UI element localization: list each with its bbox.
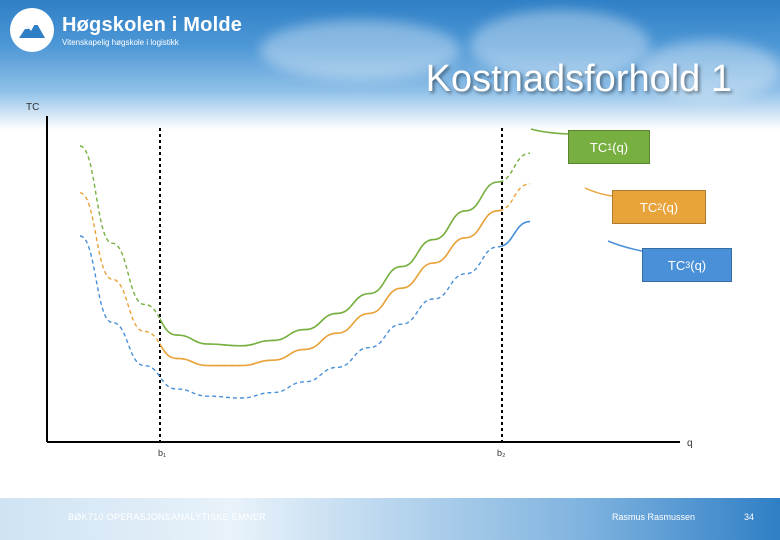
footer-course: BØK710 OPERASJONSANALYTISKE EMNER <box>68 512 266 522</box>
legend-leader-line-2 <box>584 187 613 197</box>
legend-leader-line-3 <box>607 240 643 252</box>
series-3-dashed-line <box>79 220 531 399</box>
legend-tc3-tail: (q) <box>690 257 707 273</box>
cloud-decoration <box>470 10 650 80</box>
legend-tc3: TC 3 (q) <box>642 248 732 282</box>
legend-tc2-sub: 2 <box>657 202 663 212</box>
logo-subtitle: Vitenskapelig høgskole i logistikk <box>62 37 179 47</box>
legend-tc1-tail: (q) <box>612 139 629 155</box>
mountain-logo-icon <box>10 8 54 52</box>
legend-tc1: TC 1 (q) <box>568 130 650 164</box>
school-logo: Høgskolen i Molde Vitenskapelig høgskole… <box>10 8 242 52</box>
footer-author: Rasmus Rasmussen <box>612 512 696 522</box>
tick-label-b1: b₁ <box>158 448 167 458</box>
series-1-dashed-line <box>79 145 531 347</box>
footer-band <box>0 498 780 540</box>
legend-tc3-main: TC <box>667 257 686 273</box>
header-background <box>0 0 780 130</box>
legend-tc1-sub: 1 <box>607 142 613 152</box>
tick-label-b2: b₂ <box>497 448 506 458</box>
page-number: 34 <box>744 512 755 522</box>
legend-tc2-main: TC <box>639 199 658 215</box>
cloud-decoration <box>260 20 460 80</box>
y-axis-label: TC <box>26 102 40 113</box>
legend-tc2-tail: (q) <box>662 199 679 215</box>
x-axis-label: q <box>687 438 693 449</box>
legend-tc1-main: TC <box>589 139 608 155</box>
slide-title: Kostnadsforhold 1 <box>425 58 732 100</box>
logo-name: Høgskolen i Molde <box>62 13 243 36</box>
cloud-decoration <box>640 40 780 100</box>
legend-tc3-sub: 3 <box>685 260 691 270</box>
series-2-solid-line <box>160 209 502 367</box>
legend-tc2: TC 2 (q) <box>612 190 706 224</box>
legend-leader-line-1 <box>530 128 569 135</box>
series-1-solid-line <box>160 180 502 347</box>
series-3-solid-line <box>502 220 531 247</box>
